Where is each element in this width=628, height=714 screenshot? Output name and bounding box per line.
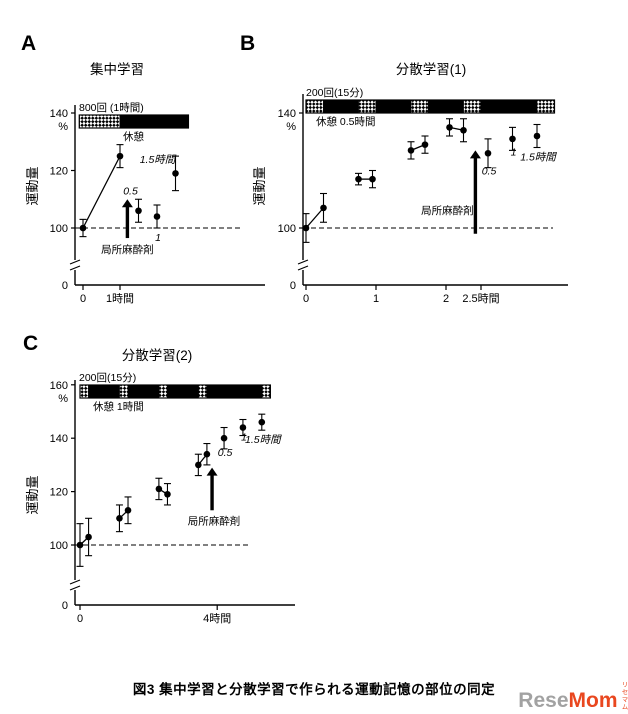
svg-text:0: 0 — [290, 280, 296, 292]
svg-text:0.5: 0.5 — [123, 185, 138, 197]
svg-text:1.5時間: 1.5時間 — [520, 152, 557, 164]
svg-text:0.5: 0.5 — [482, 166, 497, 178]
svg-text:1.5時間: 1.5時間 — [140, 154, 177, 166]
svg-text:%: % — [58, 393, 68, 405]
svg-text:運動量: 運動量 — [25, 475, 40, 514]
svg-text:1: 1 — [373, 293, 379, 305]
svg-text:1: 1 — [241, 432, 247, 444]
svg-text:2.5時間: 2.5時間 — [462, 292, 499, 305]
figure-caption: 図3 集中学習と分散学習で作られる運動記憶の部位の同定 — [132, 682, 496, 697]
svg-text:0: 0 — [80, 293, 86, 305]
svg-text:140: 140 — [50, 433, 68, 445]
svg-text:0: 0 — [77, 613, 83, 625]
svg-text:分散学習(1): 分散学習(1) — [396, 62, 467, 77]
svg-text:休憩 0.5時間: 休憩 0.5時間 — [316, 115, 376, 128]
svg-text:休憩: 休憩 — [123, 130, 144, 143]
svg-text:%: % — [58, 121, 68, 133]
svg-text:休憩 1時間: 休憩 1時間 — [93, 400, 144, 413]
svg-text:120: 120 — [50, 487, 68, 499]
watermark-logo-text: ReseMom — [518, 690, 617, 711]
svg-text:140: 140 — [278, 108, 296, 120]
svg-text:140: 140 — [50, 108, 68, 120]
svg-text:A: A — [21, 32, 36, 55]
watermark-mom: Mom — [568, 689, 618, 712]
panel-a-massed-learning: A 集中学習 140 120 100% 0 運動量 0 1時間 800回 (1時間) 休憩 0.5 1 1… — [15, 28, 290, 328]
svg-text:100: 100 — [278, 223, 296, 235]
svg-text:100: 100 — [50, 540, 68, 552]
svg-text:運動量: 運動量 — [25, 166, 40, 205]
svg-text:運動量: 運動量 — [252, 166, 267, 205]
svg-text:160: 160 — [50, 380, 68, 392]
svg-text:1時間: 1時間 — [106, 292, 134, 305]
svg-text:800回 (1時間): 800回 (1時間) — [79, 102, 144, 114]
svg-text:4時間: 4時間 — [203, 612, 231, 625]
svg-text:100: 100 — [50, 223, 68, 235]
panel-c-spaced-learning-2: C 分散学習(2) 160 140 120 100% 0 運動量 0 4時間 200回(15分) 休憩… — [15, 330, 320, 640]
svg-text:200回(15分): 200回(15分) — [306, 87, 363, 99]
resemom-watermark: ReseMom リセマム — [515, 681, 627, 711]
svg-text:0: 0 — [62, 600, 68, 612]
spaced-learning-2-chart: C 分散学習(2) 160 140 120 100% 0 運動量 0 4時間 200回(15分) 休憩… — [23, 332, 295, 625]
svg-text:0: 0 — [62, 280, 68, 292]
spaced-learning-1-chart: B 分散学習(1) 140 100% 0 運動量 0 1 2 2.5時間 200回(15分) 休憩 0… — [240, 32, 568, 305]
svg-text:集中学習: 集中学習 — [90, 62, 144, 77]
svg-text:局所麻酔剤: 局所麻酔剤 — [188, 514, 241, 527]
svg-text:1: 1 — [511, 146, 517, 158]
watermark-katakana: リセマム — [620, 681, 627, 711]
svg-text:C: C — [23, 332, 38, 355]
svg-text:2: 2 — [443, 293, 449, 305]
svg-text:局所麻酔剤: 局所麻酔剤 — [101, 243, 154, 256]
svg-text:分散学習(2): 分散学習(2) — [122, 348, 193, 363]
svg-text:B: B — [240, 32, 255, 55]
svg-text:1.5時間: 1.5時間 — [245, 434, 282, 446]
svg-text:120: 120 — [50, 166, 68, 178]
svg-text:200回(15分): 200回(15分) — [79, 372, 136, 384]
svg-text:0: 0 — [303, 293, 309, 305]
svg-text:局所麻酔剤: 局所麻酔剤 — [421, 204, 474, 217]
svg-text:0.5: 0.5 — [218, 447, 233, 459]
panel-b-spaced-learning-1: B 分散学習(1) 140 100% 0 運動量 0 1 2 2.5時間 200回(15分) 休憩 0… — [236, 28, 626, 328]
svg-text:%: % — [286, 121, 296, 133]
watermark-rese: Rese — [518, 689, 569, 712]
massed-learning-chart: A 集中学習 140 120 100% 0 運動量 0 1時間 800回 (1時間) 休憩 0.5 1 1… — [21, 32, 265, 305]
svg-text:1: 1 — [155, 232, 161, 244]
